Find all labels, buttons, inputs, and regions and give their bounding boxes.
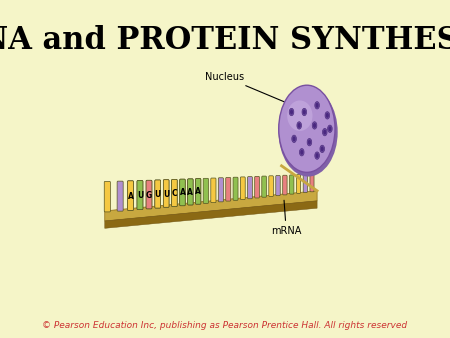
FancyBboxPatch shape bbox=[303, 174, 307, 193]
FancyBboxPatch shape bbox=[248, 177, 252, 199]
FancyBboxPatch shape bbox=[155, 180, 161, 208]
FancyBboxPatch shape bbox=[127, 181, 134, 210]
Ellipse shape bbox=[292, 135, 297, 143]
Ellipse shape bbox=[302, 108, 306, 116]
Ellipse shape bbox=[328, 125, 332, 132]
Ellipse shape bbox=[300, 150, 303, 155]
FancyBboxPatch shape bbox=[127, 181, 134, 210]
FancyBboxPatch shape bbox=[269, 176, 273, 196]
Ellipse shape bbox=[326, 113, 329, 118]
Ellipse shape bbox=[325, 112, 330, 119]
FancyBboxPatch shape bbox=[104, 182, 110, 212]
FancyBboxPatch shape bbox=[233, 177, 238, 200]
FancyBboxPatch shape bbox=[137, 180, 143, 210]
Ellipse shape bbox=[315, 102, 320, 109]
Ellipse shape bbox=[315, 103, 319, 108]
Text: A: A bbox=[127, 192, 133, 201]
Text: A: A bbox=[195, 187, 201, 196]
FancyBboxPatch shape bbox=[195, 178, 201, 204]
Ellipse shape bbox=[279, 85, 335, 172]
FancyBboxPatch shape bbox=[310, 174, 314, 192]
FancyBboxPatch shape bbox=[283, 175, 287, 195]
Ellipse shape bbox=[290, 110, 293, 115]
Polygon shape bbox=[105, 201, 317, 228]
FancyBboxPatch shape bbox=[163, 180, 169, 207]
Ellipse shape bbox=[315, 152, 320, 159]
FancyBboxPatch shape bbox=[155, 180, 161, 208]
FancyBboxPatch shape bbox=[188, 179, 193, 205]
Ellipse shape bbox=[312, 122, 317, 129]
FancyBboxPatch shape bbox=[171, 179, 177, 207]
Text: C: C bbox=[171, 189, 177, 198]
Text: mRNA: mRNA bbox=[271, 200, 302, 236]
Text: U: U bbox=[137, 191, 143, 200]
FancyBboxPatch shape bbox=[137, 180, 143, 210]
Ellipse shape bbox=[328, 126, 332, 131]
Ellipse shape bbox=[303, 110, 306, 115]
FancyBboxPatch shape bbox=[188, 179, 193, 205]
FancyBboxPatch shape bbox=[163, 180, 169, 207]
FancyBboxPatch shape bbox=[255, 176, 259, 198]
Ellipse shape bbox=[297, 123, 301, 128]
Ellipse shape bbox=[308, 140, 311, 145]
Ellipse shape bbox=[287, 100, 312, 131]
Text: A: A bbox=[188, 188, 194, 197]
Ellipse shape bbox=[289, 108, 294, 116]
Text: G: G bbox=[146, 191, 152, 199]
Text: RNA and PROTEIN SYNTHESIS: RNA and PROTEIN SYNTHESIS bbox=[0, 25, 450, 56]
Ellipse shape bbox=[321, 146, 324, 151]
Ellipse shape bbox=[299, 149, 304, 156]
FancyBboxPatch shape bbox=[180, 179, 185, 206]
FancyBboxPatch shape bbox=[146, 180, 152, 209]
FancyBboxPatch shape bbox=[117, 181, 123, 211]
FancyBboxPatch shape bbox=[290, 175, 294, 194]
FancyBboxPatch shape bbox=[262, 176, 266, 197]
FancyBboxPatch shape bbox=[218, 178, 223, 202]
Ellipse shape bbox=[313, 123, 316, 128]
FancyBboxPatch shape bbox=[171, 179, 177, 207]
Ellipse shape bbox=[323, 128, 327, 136]
Text: U: U bbox=[155, 190, 161, 199]
FancyBboxPatch shape bbox=[276, 175, 280, 196]
FancyBboxPatch shape bbox=[146, 180, 152, 209]
FancyBboxPatch shape bbox=[203, 178, 208, 203]
FancyBboxPatch shape bbox=[240, 177, 245, 199]
FancyBboxPatch shape bbox=[211, 178, 216, 202]
Polygon shape bbox=[105, 191, 317, 221]
Text: U: U bbox=[163, 190, 169, 198]
FancyBboxPatch shape bbox=[180, 179, 185, 206]
Ellipse shape bbox=[307, 139, 312, 146]
Ellipse shape bbox=[279, 88, 338, 176]
FancyBboxPatch shape bbox=[297, 175, 301, 193]
FancyBboxPatch shape bbox=[195, 178, 201, 204]
Text: A: A bbox=[180, 188, 185, 197]
Ellipse shape bbox=[323, 129, 326, 135]
Ellipse shape bbox=[292, 136, 296, 141]
Ellipse shape bbox=[297, 122, 302, 129]
Text: Nucleus: Nucleus bbox=[205, 72, 289, 104]
Ellipse shape bbox=[320, 145, 324, 152]
Text: © Pearson Education Inc, publishing as Pearson Prentice Hall. All rights reserve: © Pearson Education Inc, publishing as P… bbox=[42, 321, 408, 330]
FancyBboxPatch shape bbox=[226, 177, 231, 201]
Ellipse shape bbox=[315, 153, 319, 158]
